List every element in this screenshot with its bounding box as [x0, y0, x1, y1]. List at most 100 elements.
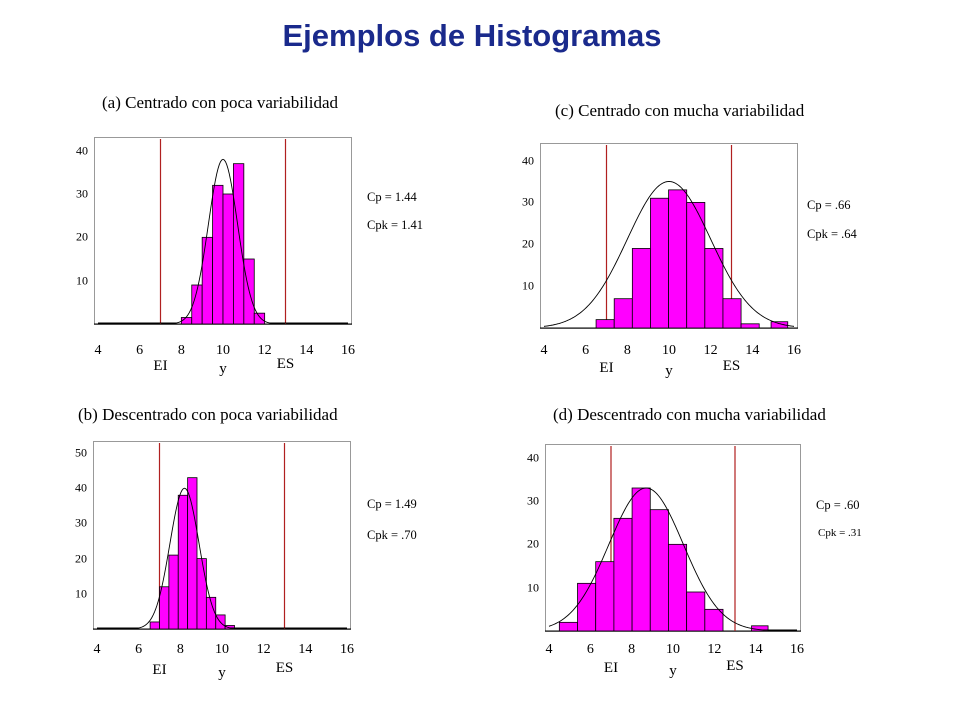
- x-tick-label: 16: [341, 343, 355, 358]
- y-tick-label: 40: [75, 480, 87, 495]
- histogram-bar: [686, 591, 706, 632]
- x-tick-label: 8: [628, 642, 636, 657]
- x-tick-label: 10: [662, 343, 676, 358]
- x-tick-label: 6: [135, 642, 143, 657]
- x-tick-label: 8: [623, 343, 631, 358]
- histogram-bar: [631, 487, 651, 632]
- histogram-bar: [253, 312, 266, 325]
- histogram-bar: [595, 319, 615, 329]
- histogram-bar: [631, 248, 651, 329]
- histogram-bar: [704, 248, 724, 329]
- y-tick-label: 20: [76, 229, 88, 244]
- x-tick-label: 16: [340, 642, 354, 657]
- x-tick-label: 8: [176, 642, 184, 657]
- y-tick-label: 10: [522, 278, 534, 293]
- histogram-bar: [668, 189, 688, 329]
- normal-curve: [548, 487, 797, 631]
- histogram-bar: [613, 517, 633, 632]
- chart-title: (a) Centrado con poca variabilidad: [102, 93, 339, 112]
- x-tick-label: 12: [256, 642, 271, 657]
- y-tick-label: 10: [75, 586, 87, 601]
- cpk-value: Cpk = .70: [367, 528, 417, 542]
- y-tick-label: 40: [527, 450, 539, 465]
- histogram-a: [94, 137, 352, 325]
- histogram-bar: [770, 321, 789, 329]
- normal-curve: [543, 181, 795, 327]
- axis-annotation-ei: EI: [603, 660, 619, 676]
- histogram-bar: [649, 509, 669, 632]
- x-tick-label: 4: [94, 343, 102, 358]
- chart-title: (b) Descentrado con poca variabilidad: [78, 405, 338, 424]
- histogram-b: [93, 441, 351, 630]
- histogram-bar: [613, 298, 633, 329]
- axis-annotation-es: ES: [726, 658, 744, 674]
- y-tick-label: 30: [527, 493, 539, 508]
- x-tick-label: 12: [257, 343, 272, 358]
- normal-curve: [98, 158, 348, 324]
- axis-annotation-ei: EI: [153, 358, 168, 374]
- histogram-bar: [668, 543, 688, 632]
- axis-annotation-es: ES: [722, 358, 741, 374]
- page-title: Ejemplos de Histogramas: [282, 18, 662, 53]
- x-tick-label: 10: [216, 343, 230, 358]
- axis-annotation-mean: y: [219, 361, 227, 377]
- plot-frame: [93, 441, 351, 630]
- x-tick-label: 10: [666, 642, 680, 657]
- histogram-bar: [205, 596, 217, 630]
- axis-annotation-ei: EI: [599, 360, 614, 376]
- cp-value: Cp = 1.44: [367, 190, 417, 204]
- y-tick-label: 20: [522, 236, 534, 251]
- histogram-c: [540, 143, 798, 329]
- y-tick-label: 20: [75, 551, 87, 566]
- axis-annotation-mean: y: [669, 663, 677, 679]
- x-tick-label: 4: [540, 343, 548, 358]
- histogram-bar: [196, 558, 207, 630]
- axis-annotation-es: ES: [275, 660, 294, 676]
- cp-value: Cp = 1.49: [367, 497, 417, 511]
- x-tick-label: 10: [215, 642, 229, 657]
- y-tick-label: 10: [76, 273, 88, 288]
- histogram-bar: [558, 621, 578, 632]
- normal-curve: [97, 487, 347, 629]
- y-tick-label: 40: [522, 153, 534, 168]
- chart-title: (d) Descentrado con mucha variabilidad: [553, 405, 826, 424]
- histogram-bar: [212, 184, 224, 325]
- histogram-bar: [168, 554, 179, 630]
- y-tick-label: 10: [527, 580, 539, 595]
- histogram-bar: [595, 561, 615, 632]
- y-tick-label: 50: [75, 445, 87, 460]
- histogram-bar: [722, 298, 742, 329]
- histogram-bar: [201, 236, 213, 325]
- x-tick-label: 4: [545, 642, 553, 657]
- histogram-bar: [740, 323, 760, 329]
- histogram-bar: [177, 494, 189, 630]
- x-tick-label: 12: [707, 642, 722, 657]
- x-tick-label: 14: [298, 642, 313, 657]
- x-tick-label: 4: [93, 642, 101, 657]
- histogram-bar: [149, 621, 160, 630]
- x-tick-label: 14: [299, 343, 314, 358]
- y-tick-label: 30: [75, 515, 87, 530]
- histogram-bar: [224, 625, 235, 630]
- histogram-bar: [222, 193, 234, 325]
- x-tick-label: 16: [787, 343, 801, 358]
- y-tick-label: 40: [76, 143, 88, 158]
- x-tick-label: 12: [703, 343, 718, 358]
- axis-annotation-ei: EI: [152, 662, 167, 678]
- histogram-bar: [650, 197, 669, 329]
- y-tick-label: 30: [522, 194, 534, 209]
- cp-value: Cp = .60: [816, 498, 860, 512]
- cpk-value: Cpk = .64: [807, 227, 857, 241]
- axis-annotation-mean: y: [218, 665, 226, 681]
- x-tick-label: 8: [177, 343, 185, 358]
- axis-annotation-es: ES: [276, 356, 295, 372]
- cpk-value: Cpk = .31: [818, 527, 862, 539]
- x-tick-label: 6: [586, 642, 594, 657]
- x-tick-label: 6: [582, 343, 590, 358]
- histogram-d: [545, 444, 801, 632]
- y-tick-label: 30: [76, 186, 88, 201]
- histogram-bar: [233, 163, 245, 325]
- y-tick-label: 20: [527, 536, 539, 551]
- histogram-bar: [187, 477, 198, 630]
- x-tick-label: 16: [790, 642, 804, 657]
